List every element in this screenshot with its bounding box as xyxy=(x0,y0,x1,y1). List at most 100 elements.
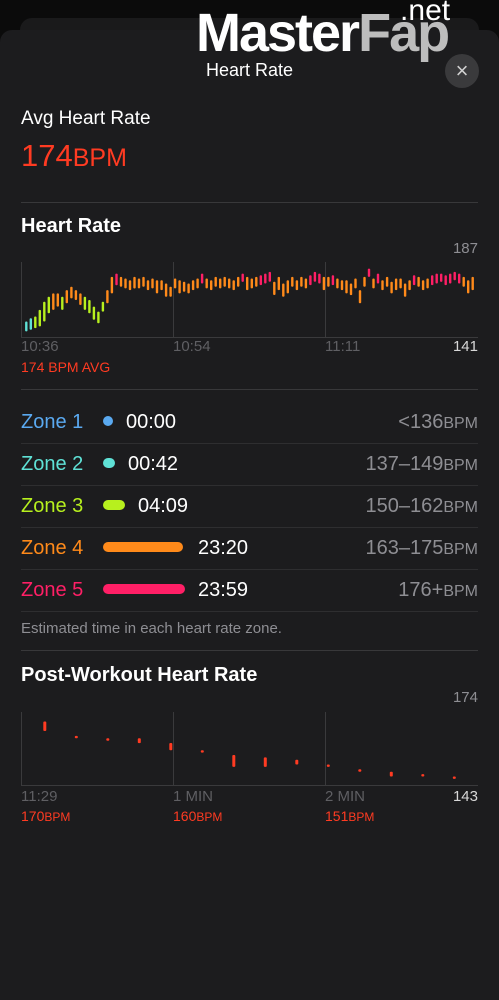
hr-sample-bar xyxy=(467,280,470,294)
post-workout-bar xyxy=(137,738,141,744)
hr-sample-bar xyxy=(331,275,335,286)
zone-5-bar xyxy=(103,584,185,594)
zone-time: 23:59 xyxy=(198,579,249,601)
hr-sample-bar xyxy=(133,276,136,289)
hr-sample-bar xyxy=(160,280,163,291)
close-button[interactable]: × xyxy=(445,54,479,88)
post-reading: 151BPM xyxy=(325,808,374,824)
zone-time: 23:20 xyxy=(198,537,249,559)
hr-sample-bar xyxy=(444,275,447,286)
hr-sample-bar xyxy=(273,281,276,295)
post-reading-unit: BPM xyxy=(44,810,71,824)
hr-sample-bar xyxy=(372,278,375,289)
zone-separator xyxy=(21,485,478,486)
zone-row-1[interactable]: Zone 1 00:00 <136BPM xyxy=(21,401,478,443)
post-x-tick: 2 MIN xyxy=(325,788,366,805)
hr-sample-bar xyxy=(340,280,344,291)
post-workout-title: Post-Workout Heart Rate xyxy=(21,664,258,686)
hr-sample-bar xyxy=(363,276,366,287)
hr-sample-bar xyxy=(322,276,326,291)
hr-sample-bar xyxy=(187,283,190,294)
hr-sample-bar xyxy=(376,273,380,284)
hr-sample-bar xyxy=(52,293,55,310)
zone-row-2[interactable]: Zone 2 00:42 137–149BPM xyxy=(21,443,478,485)
hr-sample-bar xyxy=(83,296,87,310)
hr-sample-bar xyxy=(385,276,389,287)
hr-sample-bar xyxy=(403,283,407,297)
hr-sample-bar xyxy=(178,280,181,294)
hr-sample-bar xyxy=(155,280,159,294)
post-workout-bar xyxy=(295,759,299,765)
hr-sample-bar xyxy=(164,283,168,297)
post-workout-bar xyxy=(106,738,110,741)
hr-sample-bar xyxy=(300,276,303,287)
hr-sample-bar xyxy=(228,278,231,289)
post-x-tick: 1 MIN xyxy=(173,788,214,805)
zone-row-5[interactable]: Zone 5 23:59 176+BPM xyxy=(21,569,478,611)
hr-sample-bar xyxy=(327,276,330,287)
hr-sample-bar xyxy=(304,278,308,289)
hr-sample-bar xyxy=(110,276,114,294)
avg-heart-rate-value: 174BPM xyxy=(21,138,127,174)
hr-sample-bar xyxy=(295,280,299,291)
zone-range-value: 163–175 xyxy=(365,537,444,559)
heart-rate-chart xyxy=(21,262,478,338)
post-workout-bar xyxy=(232,755,236,767)
divider xyxy=(21,389,478,390)
post-reading-value: 170 xyxy=(21,808,45,824)
hr-sample-bar xyxy=(151,278,154,289)
hr-sample-bar xyxy=(88,300,91,314)
hr-sample-bar xyxy=(124,278,127,289)
zones-footnote: Estimated time in each heart rate zone. xyxy=(21,620,282,637)
zone-range-unit: BPM xyxy=(443,541,478,558)
hr-sample-bar xyxy=(196,278,199,289)
zone-separator xyxy=(21,569,478,570)
hr-sample-bar xyxy=(56,293,59,307)
hr-sample-bar xyxy=(119,276,123,287)
zone-row-4[interactable]: Zone 4 23:20 163–175BPM xyxy=(21,527,478,569)
hr-sample-bar xyxy=(282,283,285,297)
hr-sample-bar xyxy=(70,286,73,299)
hr-sample-bar xyxy=(61,296,64,310)
post-workout-bar xyxy=(74,735,78,739)
hr-sample-bar xyxy=(426,278,429,289)
close-icon: × xyxy=(455,58,469,83)
zone-3-bar xyxy=(103,500,125,510)
post-workout-bar xyxy=(389,771,393,777)
hr-sample-bar xyxy=(223,276,226,287)
hr-sample-bar xyxy=(137,278,141,289)
post-reading: 170BPM xyxy=(21,808,70,824)
hr-sample-bar xyxy=(259,275,262,286)
zone-range-value: 176+ xyxy=(398,579,444,601)
sheet-title: Heart Rate xyxy=(205,60,294,80)
post-y-max-label: 174 xyxy=(452,689,478,706)
hr-sample-bar xyxy=(146,280,150,291)
hr-sample-bar xyxy=(358,290,362,304)
zone-row-3[interactable]: Zone 3 04:09 150–162BPM xyxy=(21,485,478,527)
zone-separator xyxy=(21,527,478,528)
zone-name: Zone 3 xyxy=(21,495,84,517)
zone-separator xyxy=(21,611,478,612)
zone-name: Zone 5 xyxy=(21,579,84,601)
hr-sample-bar xyxy=(65,290,68,304)
post-workout-bar xyxy=(200,750,204,753)
watermark-logo: MasterFap .net xyxy=(196,0,450,60)
zone-range-unit: BPM xyxy=(443,499,478,516)
zone-range-unit: BPM xyxy=(443,415,478,432)
hr-sample-bar xyxy=(92,306,96,320)
hr-sample-bar xyxy=(34,316,37,329)
hr-sample-bar xyxy=(421,280,425,291)
zone-range-value: 150–162 xyxy=(365,495,444,517)
hr-sample-bar xyxy=(29,318,32,330)
zone-range-unit: BPM xyxy=(443,457,478,474)
hr-sample-bar xyxy=(471,276,474,291)
post-reading-value: 151 xyxy=(325,808,349,824)
zone-range-unit: BPM xyxy=(443,583,478,600)
hr-sample-bar xyxy=(264,273,267,284)
hr-sample-bar xyxy=(412,275,416,286)
zone-name: Zone 4 xyxy=(21,537,84,559)
hr-sample-bar xyxy=(79,293,82,305)
hr-sample-bar xyxy=(74,290,78,300)
post-workout-bar xyxy=(263,757,267,767)
hr-sample-bar xyxy=(246,276,249,291)
